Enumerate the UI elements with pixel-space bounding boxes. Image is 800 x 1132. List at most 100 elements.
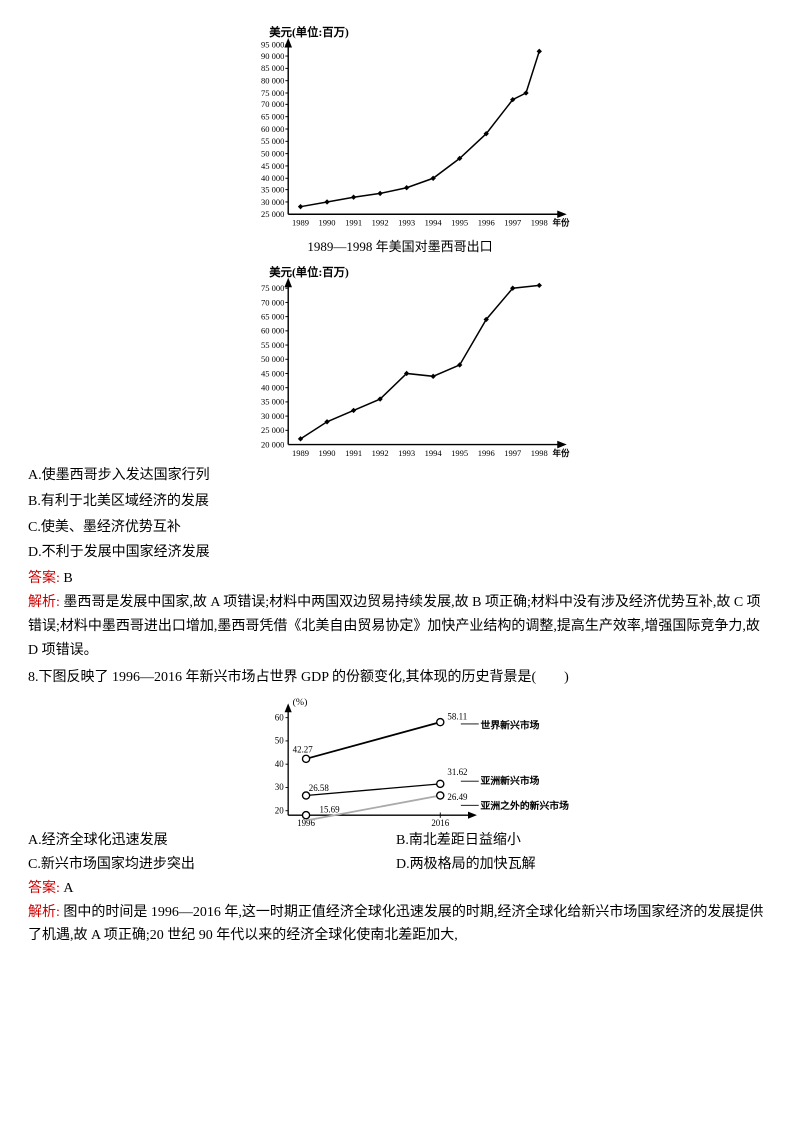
svg-text:亚洲之外的新兴市场: 亚洲之外的新兴市场 bbox=[481, 799, 570, 812]
svg-text:1991: 1991 bbox=[345, 218, 362, 228]
svg-text:20: 20 bbox=[275, 806, 284, 816]
q7-option-d: D.不利于发展中国家经济发展 bbox=[28, 541, 772, 565]
svg-text:55 000: 55 000 bbox=[261, 136, 284, 146]
svg-text:1998: 1998 bbox=[531, 448, 548, 458]
svg-text:60 000: 60 000 bbox=[261, 326, 284, 336]
svg-text:1991: 1991 bbox=[345, 448, 362, 458]
y-axis-label-2: 美元(单位:百万) bbox=[269, 265, 349, 279]
svg-text:40: 40 bbox=[275, 759, 284, 769]
y-ticks-2: 20 000 25 000 30 000 35 000 40 000 45 00… bbox=[261, 283, 284, 449]
q7-analysis-text: 墨西哥是发展中国家,故 A 项错误;材料中两国双边贸易持续发展,故 B 项正确;… bbox=[28, 595, 761, 658]
series-line bbox=[301, 51, 540, 206]
svg-text:60: 60 bbox=[275, 713, 284, 723]
y-ticks: 25 000 30 000 35 000 40 000 45 000 50 00… bbox=[261, 40, 284, 220]
svg-text:31.62: 31.62 bbox=[447, 767, 467, 777]
svg-text:58.11: 58.11 bbox=[447, 712, 467, 722]
svg-text:1997: 1997 bbox=[504, 218, 522, 228]
q8-options-row2: C.新兴市场国家均进步突出 D.两极格局的加快瓦解 bbox=[28, 853, 772, 877]
svg-text:1993: 1993 bbox=[398, 218, 415, 228]
series-line-2 bbox=[301, 285, 540, 438]
svg-text:20 000: 20 000 bbox=[261, 439, 284, 449]
q8-options-row1: A.经济全球化迅速发展 B.南北差距日益缩小 bbox=[28, 829, 772, 853]
svg-text:85 000: 85 000 bbox=[261, 63, 284, 73]
svg-text:50 000: 50 000 bbox=[261, 354, 284, 364]
q8-analysis: 解析: 图中的时间是 1996—2016 年,这一时期正值经济全球化迅速发展的时… bbox=[28, 901, 772, 949]
svg-text:15.69: 15.69 bbox=[319, 805, 340, 815]
svg-text:25 000: 25 000 bbox=[261, 209, 284, 219]
svg-text:30 000: 30 000 bbox=[261, 411, 284, 421]
q7-answer: B bbox=[60, 571, 73, 586]
svg-text:30 000: 30 000 bbox=[261, 197, 284, 207]
svg-text:70 000: 70 000 bbox=[261, 99, 284, 109]
q8-analysis-text: 图中的时间是 1996—2016 年,这一时期正值经济全球化迅速发展的时期,经济… bbox=[28, 905, 763, 944]
svg-text:亚洲新兴市场: 亚洲新兴市场 bbox=[481, 774, 540, 787]
chart1-caption: 1989—1998 年美国对墨西哥出口 bbox=[220, 236, 580, 258]
analysis-label: 解析: bbox=[28, 595, 60, 610]
svg-text:50: 50 bbox=[275, 736, 284, 746]
q8-stem: 8.下图反映了 1996—2016 年新兴市场占世界 GDP 的份额变化,其体现… bbox=[28, 666, 772, 690]
svg-text:26.58: 26.58 bbox=[309, 783, 330, 793]
svg-text:1992: 1992 bbox=[372, 448, 389, 458]
y-axis-label-3: (%) bbox=[293, 697, 308, 708]
chart-us-to-mexico-export: 美元(单位:百万) 25 000 30 000 35 000 40 000 45… bbox=[220, 24, 580, 258]
svg-text:1993: 1993 bbox=[398, 448, 415, 458]
line-chart-3: (%) 20 30 40 50 60 1996 2016 bbox=[230, 694, 570, 829]
q7-analysis: 解析: 墨西哥是发展中国家,故 A 项错误;材料中两国双边贸易持续发展,故 B … bbox=[28, 591, 772, 662]
svg-text:1989: 1989 bbox=[292, 448, 309, 458]
y-ticks-3: 20 30 40 50 60 bbox=[275, 713, 284, 816]
svg-text:35 000: 35 000 bbox=[261, 184, 284, 194]
svg-text:70 000: 70 000 bbox=[261, 297, 284, 307]
svg-text:26.49: 26.49 bbox=[447, 792, 468, 802]
svg-text:80 000: 80 000 bbox=[261, 76, 284, 86]
svg-text:1996: 1996 bbox=[478, 448, 495, 458]
series-world bbox=[306, 722, 440, 759]
q8-answer: A bbox=[60, 881, 74, 896]
y-axis-label: 美元(单位:百万) bbox=[269, 25, 349, 39]
analysis-label-2: 解析: bbox=[28, 905, 60, 920]
svg-text:1990: 1990 bbox=[319, 218, 336, 228]
svg-text:1995: 1995 bbox=[451, 448, 468, 458]
answer-label: 答案: bbox=[28, 571, 60, 586]
svg-text:25 000: 25 000 bbox=[261, 425, 284, 435]
svg-text:30: 30 bbox=[275, 782, 284, 792]
q7-answer-line: 答案: B bbox=[28, 567, 772, 591]
line-chart-1: 美元(单位:百万) 25 000 30 000 35 000 40 000 45… bbox=[220, 24, 580, 234]
q7-option-b: B.有利于北美区域经济的发展 bbox=[28, 490, 772, 514]
q8-option-c: C.新兴市场国家均进步突出 bbox=[28, 853, 393, 877]
svg-text:65 000: 65 000 bbox=[261, 312, 284, 322]
q8-answer-line: 答案: A bbox=[28, 877, 772, 901]
x-ticks-2: 1989 1990 1991 1992 1993 1994 1995 1996 … bbox=[292, 448, 570, 458]
svg-text:45 000: 45 000 bbox=[261, 368, 284, 378]
svg-text:95 000: 95 000 bbox=[261, 40, 284, 50]
svg-text:1994: 1994 bbox=[425, 218, 443, 228]
chart-mexico-to-us-export: 美元(单位:百万) 20 000 25 000 30 000 35 000 40… bbox=[220, 264, 580, 464]
q8-option-d: D.两极格局的加快瓦解 bbox=[396, 853, 761, 877]
svg-text:1989: 1989 bbox=[292, 218, 309, 228]
svg-text:40 000: 40 000 bbox=[261, 383, 284, 393]
svg-text:1997: 1997 bbox=[504, 448, 522, 458]
svg-text:40 000: 40 000 bbox=[261, 173, 284, 183]
q8-option-a: A.经济全球化迅速发展 bbox=[28, 829, 393, 853]
markers-2 bbox=[298, 283, 542, 442]
svg-text:75 000: 75 000 bbox=[261, 88, 284, 98]
svg-text:1996: 1996 bbox=[478, 218, 495, 228]
svg-text:年份: 年份 bbox=[553, 448, 571, 458]
svg-text:60 000: 60 000 bbox=[261, 124, 284, 134]
x-ticks-3: 1996 2016 bbox=[297, 818, 450, 828]
svg-text:1990: 1990 bbox=[319, 448, 336, 458]
svg-text:75 000: 75 000 bbox=[261, 283, 284, 293]
q8-option-b: B.南北差距日益缩小 bbox=[396, 829, 761, 853]
chart-emerging-markets-gdp: (%) 20 30 40 50 60 1996 2016 bbox=[230, 694, 570, 829]
markers bbox=[298, 49, 542, 210]
line-chart-2: 美元(单位:百万) 20 000 25 000 30 000 35 000 40… bbox=[220, 264, 580, 464]
svg-text:1995: 1995 bbox=[451, 218, 468, 228]
answer-label-2: 答案: bbox=[28, 881, 60, 896]
svg-text:55 000: 55 000 bbox=[261, 340, 284, 350]
x-ticks: 1989 1990 1991 1992 1993 1994 1995 1996 … bbox=[292, 218, 570, 228]
svg-text:1994: 1994 bbox=[425, 448, 443, 458]
svg-text:1992: 1992 bbox=[372, 218, 389, 228]
svg-text:45 000: 45 000 bbox=[261, 161, 284, 171]
q7-option-c: C.使美、墨经济优势互补 bbox=[28, 516, 772, 540]
svg-text:2016: 2016 bbox=[431, 818, 449, 828]
svg-text:50 000: 50 000 bbox=[261, 148, 284, 158]
